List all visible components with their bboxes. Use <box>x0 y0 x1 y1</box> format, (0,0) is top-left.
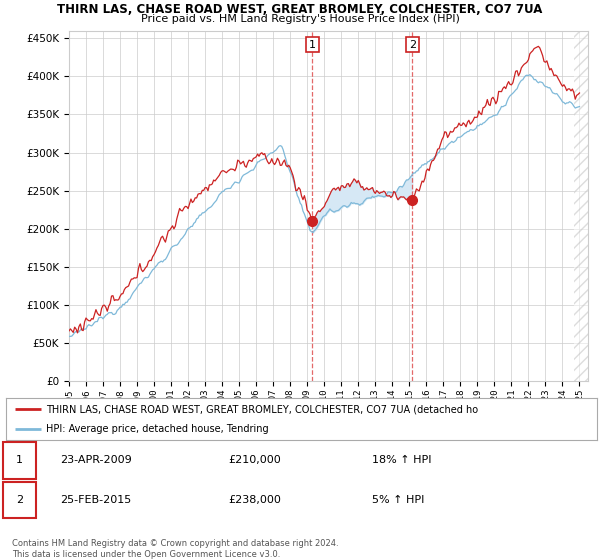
Text: £210,000: £210,000 <box>228 455 281 465</box>
Text: 1: 1 <box>16 455 23 465</box>
Text: 2: 2 <box>16 494 23 505</box>
Text: 2: 2 <box>409 40 416 49</box>
Text: THIRN LAS, CHASE ROAD WEST, GREAT BROMLEY, COLCHESTER, CO7 7UA (detached ho: THIRN LAS, CHASE ROAD WEST, GREAT BROMLE… <box>46 404 478 414</box>
Text: 23-APR-2009: 23-APR-2009 <box>60 455 132 465</box>
Text: 18% ↑ HPI: 18% ↑ HPI <box>372 455 431 465</box>
Text: Price paid vs. HM Land Registry's House Price Index (HPI): Price paid vs. HM Land Registry's House … <box>140 14 460 24</box>
Text: Contains HM Land Registry data © Crown copyright and database right 2024.
This d: Contains HM Land Registry data © Crown c… <box>12 539 338 559</box>
Text: £238,000: £238,000 <box>228 494 281 505</box>
Text: THIRN LAS, CHASE ROAD WEST, GREAT BROMLEY, COLCHESTER, CO7 7UA: THIRN LAS, CHASE ROAD WEST, GREAT BROMLE… <box>58 3 542 16</box>
Text: 5% ↑ HPI: 5% ↑ HPI <box>372 494 424 505</box>
Text: 25-FEB-2015: 25-FEB-2015 <box>60 494 131 505</box>
Text: 1: 1 <box>309 40 316 49</box>
Text: HPI: Average price, detached house, Tendring: HPI: Average price, detached house, Tend… <box>46 424 269 434</box>
